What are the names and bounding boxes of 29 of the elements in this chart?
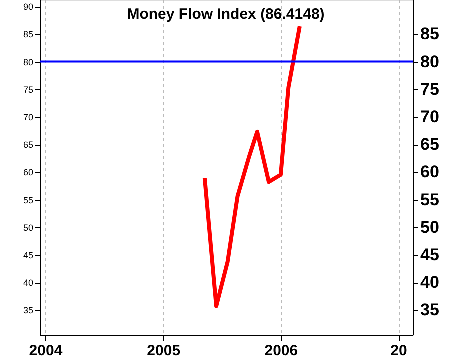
y2-tick-label: 40 xyxy=(420,273,440,292)
y2-tick-label: 60 xyxy=(420,162,440,182)
y-tick-label: 55 xyxy=(23,195,34,206)
y2-tick-label: 70 xyxy=(420,108,440,126)
y-tick-label: 85 xyxy=(23,30,34,40)
y2-tick-label: 65 xyxy=(420,135,440,154)
y-tick-label: 40 xyxy=(23,278,34,288)
y-tick-label: 35 xyxy=(23,306,34,316)
x-tick-label: 20 xyxy=(390,342,408,360)
x-tick-label: 2006 xyxy=(264,342,298,360)
y-tick-label: 45 xyxy=(23,250,34,260)
x-tick-label: 2005 xyxy=(147,342,181,360)
y-tick-label: 65 xyxy=(23,140,34,150)
x-tick-label: 2004 xyxy=(29,342,64,360)
y-tick-label: 80 xyxy=(23,57,34,68)
y2-tick-label: 35 xyxy=(420,300,440,320)
y2-tick-label: 55 xyxy=(420,190,440,210)
y2-tick-label: 80 xyxy=(420,52,440,72)
y2-tick-label: 45 xyxy=(420,245,440,264)
y-tick-label: 60 xyxy=(23,168,34,178)
y-tick-label: 70 xyxy=(23,112,34,122)
y-tick-label: 75 xyxy=(23,84,34,95)
chart-title: Money Flow Index (86.4148) xyxy=(127,6,325,23)
line-series xyxy=(202,24,302,308)
y-tick-label: 50 xyxy=(23,222,34,233)
y2-tick-label: 50 xyxy=(420,218,440,237)
y-tick-label: 90 xyxy=(23,2,34,12)
y2-tick-label: 75 xyxy=(420,80,440,99)
y2-tick-label: 85 xyxy=(420,24,440,44)
